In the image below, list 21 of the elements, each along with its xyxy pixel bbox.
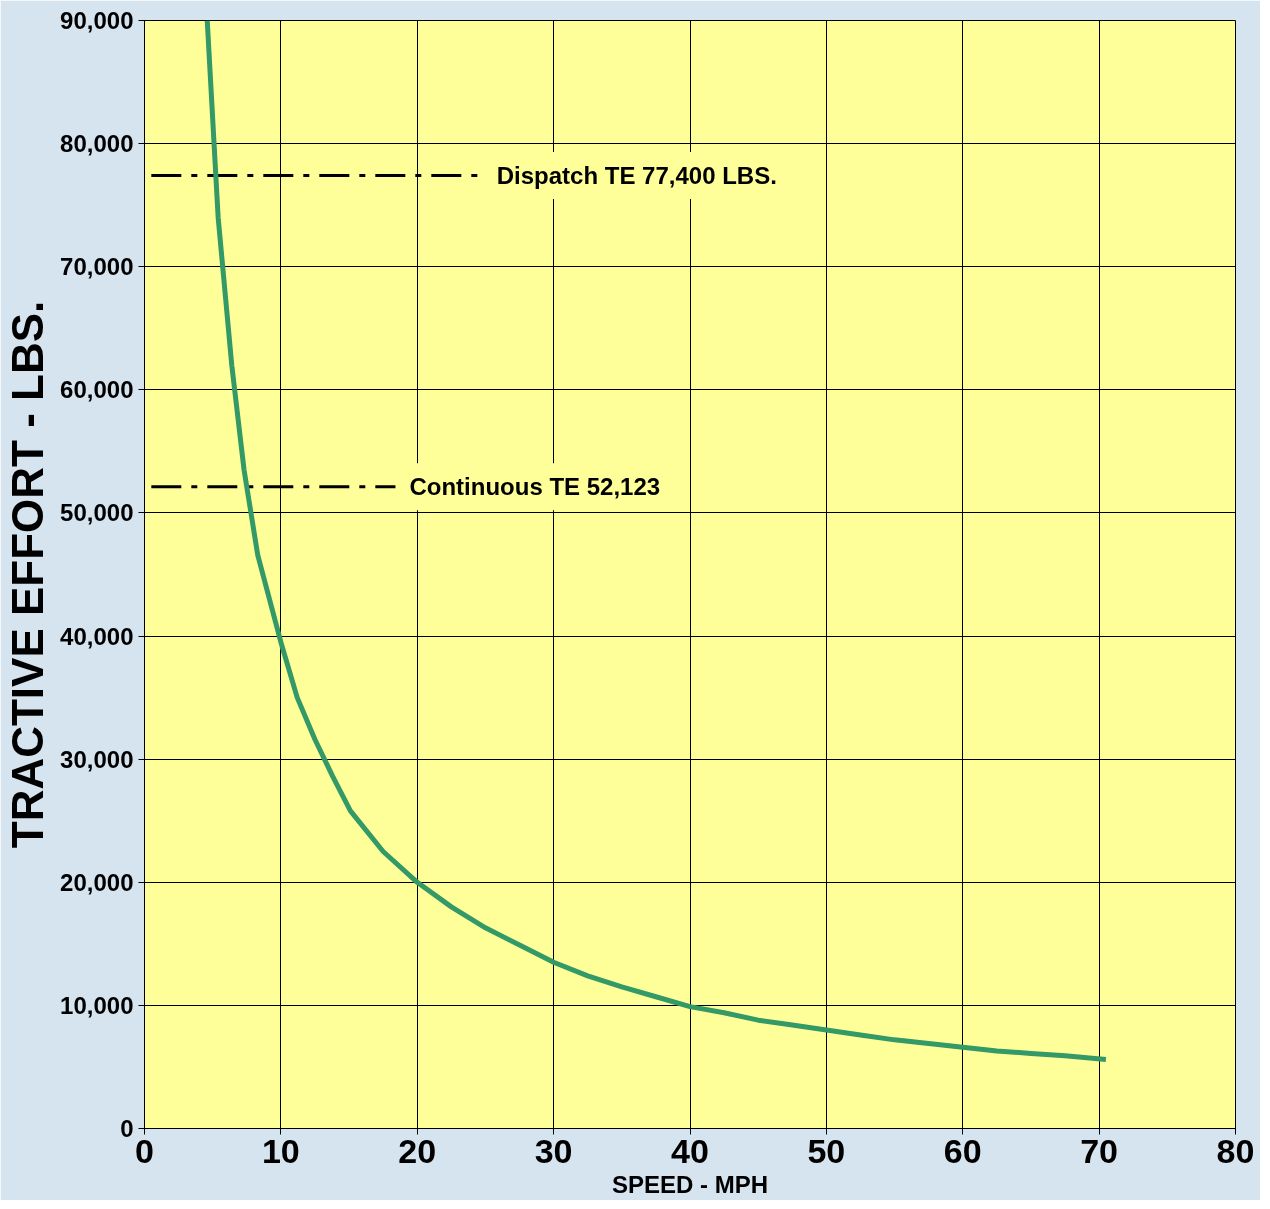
y-tick-label: 90,000 xyxy=(60,7,134,34)
x-tick-label: 70 xyxy=(1080,1131,1119,1170)
x-tick-label: 20 xyxy=(398,1131,437,1170)
x-axis-title: SPEED - MPH xyxy=(611,1170,769,1198)
x-tick-label: 80 xyxy=(1216,1131,1255,1170)
x-tick-label: 60 xyxy=(943,1131,982,1170)
y-tick-label: 20,000 xyxy=(60,868,134,896)
ref-line-label: Dispatch TE 77,400 LBS. xyxy=(496,162,777,190)
y-tick-label: 10,000 xyxy=(60,991,134,1019)
x-tick-label: 40 xyxy=(671,1131,709,1170)
x-tick-label: 50 xyxy=(807,1131,846,1170)
y-tick-label: 80,000 xyxy=(60,130,134,158)
y-axis-title: TRACTIVE EFFORT - LBS. xyxy=(3,300,53,849)
ref-line-label: Continuous TE 52,123 xyxy=(409,473,661,501)
x-tick-label: 30 xyxy=(534,1131,573,1170)
y-tick-label: 40,000 xyxy=(60,622,134,650)
y-tick-label: 50,000 xyxy=(60,499,134,527)
y-tick-label: 60,000 xyxy=(60,376,134,404)
x-tick-label: 10 xyxy=(261,1131,300,1170)
y-tick-label: 70,000 xyxy=(60,253,134,281)
y-tick-label: 30,000 xyxy=(60,745,134,773)
